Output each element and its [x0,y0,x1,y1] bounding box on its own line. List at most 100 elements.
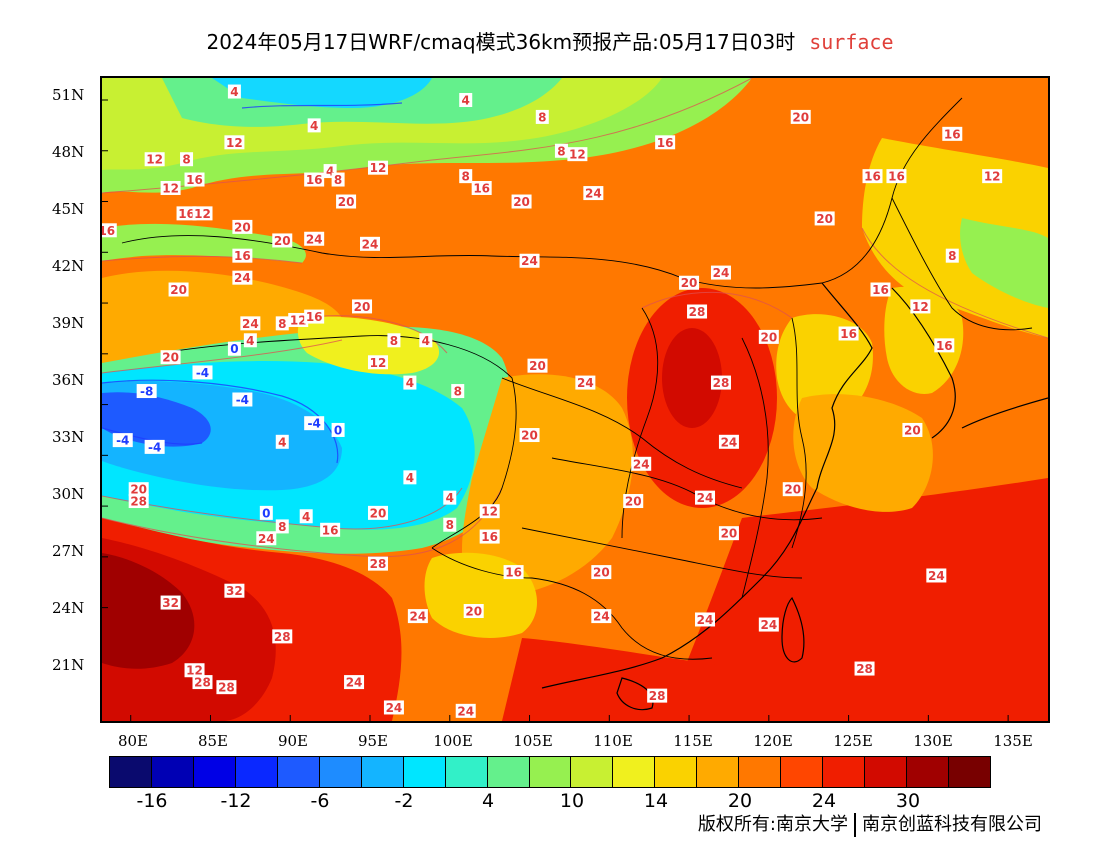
contour-label-text: 20 [338,195,355,209]
contour-label: 8 [554,143,568,158]
contour-label-text: 20 [274,234,291,248]
contour-label: 28 [710,375,731,390]
colorbar-swatch [235,757,278,787]
contour-label-text: 28 [370,557,387,571]
colorbar-label: -16 [136,790,168,812]
contour-label: 8 [331,172,345,187]
colorbar-swatch [613,757,656,787]
contour-label-text: 12 [481,505,498,519]
contour-label: 12 [160,180,181,195]
lat-label-51n: 51N [52,86,85,104]
contour-label-text: 16 [936,339,953,353]
colorbar-swatch [487,757,530,787]
copyright-separator [854,813,856,837]
contour-label: 20 [790,109,811,124]
chart-title: 2024年05月17日WRF/cmaq模式36km预报产品:05月17日03时 s… [0,26,1100,55]
contour-label: 32 [160,595,181,610]
contour-label: 20 [367,505,388,520]
contour-label-text: 28 [194,676,211,690]
contour-label: 24 [304,231,325,246]
contour-label-text: 20 [681,276,698,290]
contour-label: 4 [299,509,313,524]
field-tibet-deepblue [102,392,211,447]
contour-label-text: 20 [760,330,777,344]
lat-label-33n: 33N [52,428,85,446]
contour-label-text: 20 [370,506,387,520]
contour-label-text: 24 [585,187,602,201]
contour-label: 4 [459,92,473,107]
contour-label: 0 [227,341,241,356]
contour-label: 16 [942,126,963,141]
field-sea-hot [662,478,1048,721]
contour-label: 20 [128,482,149,497]
lon-label-130e: 130E [913,732,953,750]
contour-label-text: 4 [310,119,318,133]
contour-label: 20 [814,211,835,226]
colorbar-label: 4 [481,790,495,812]
contour-label: 24 [383,700,404,715]
contour-label-text: 24 [242,317,259,331]
contour-label-text: 8 [948,249,956,263]
coastlines [541,282,1048,711]
contour-label-text: 12 [226,136,243,150]
field-india-maroon [102,553,195,669]
contour-label-text: 20 [721,527,738,541]
contour-label-text: -4 [236,393,249,407]
contour-label-text: 16 [657,136,674,150]
contour-label-text: 16 [872,283,889,297]
colorbar-label: 20 [727,790,753,812]
contour-label-text: 12 [194,207,211,221]
lon-label-135e: 135E [993,732,1033,750]
lon-label-120e: 120E [753,732,793,750]
contour-label-text: 4 [326,165,334,179]
contour-label-text: 20 [625,495,642,509]
colorbar-swatch [277,757,320,787]
contour-label: 20 [623,494,644,509]
contour-label: 0 [259,505,273,520]
contour-label-text: 4 [406,471,414,485]
contour-label-text: 28 [218,681,235,695]
colorbar-swatch [781,757,824,787]
contour-label-text: 4 [446,491,454,505]
contour-label-text: 12 [569,148,586,162]
lat-label-36n: 36N [52,371,85,389]
contour-label: 24 [407,609,428,624]
colorbar-swatch [403,757,446,787]
contour-label: 24 [240,316,261,331]
contour-label-text: 12 [290,313,307,327]
field-yellow-sea [793,394,933,512]
contour-label: 32 [224,583,245,598]
lon-label-85e: 85E [197,732,229,750]
contour-label: 24 [519,253,540,268]
contour-label: 28 [647,688,668,703]
contour-label: 4 [443,490,457,505]
contour-label: 20 [336,194,357,209]
lon-label-100e: 100E [433,732,473,750]
contour-label: 4 [403,375,417,390]
contour-label: 4 [307,118,321,133]
contour-label-text: 24 [234,271,251,285]
contour-label-text: 20 [593,566,610,580]
contour-label-text: 8 [454,385,462,399]
contour-label: 4 [403,470,417,485]
contour-label-text: -4 [196,366,209,380]
contour-label-text: 8 [182,153,190,167]
contour-label-text: 24 [362,237,379,251]
contour-label: 8 [451,384,465,399]
contour-label-text: 16 [505,566,522,580]
contour-label-text: 4 [422,334,430,348]
lon-label-115e: 115E [673,732,713,750]
colorbar-swatch [529,757,572,787]
colorbar-swatch [319,757,362,787]
contour-label-text: 0 [334,423,342,437]
colorbar-label: -12 [220,790,252,812]
contour-label: 12 [144,152,165,167]
contour-label: -4 [144,439,165,454]
colorbar-swatch [151,757,194,787]
contour-label: 0 [331,422,345,437]
contour-label-text: 24 [386,701,403,715]
lon-label-125e: 125E [833,732,873,750]
contour-label: 20 [160,350,181,365]
contour-label: 28 [216,680,237,695]
